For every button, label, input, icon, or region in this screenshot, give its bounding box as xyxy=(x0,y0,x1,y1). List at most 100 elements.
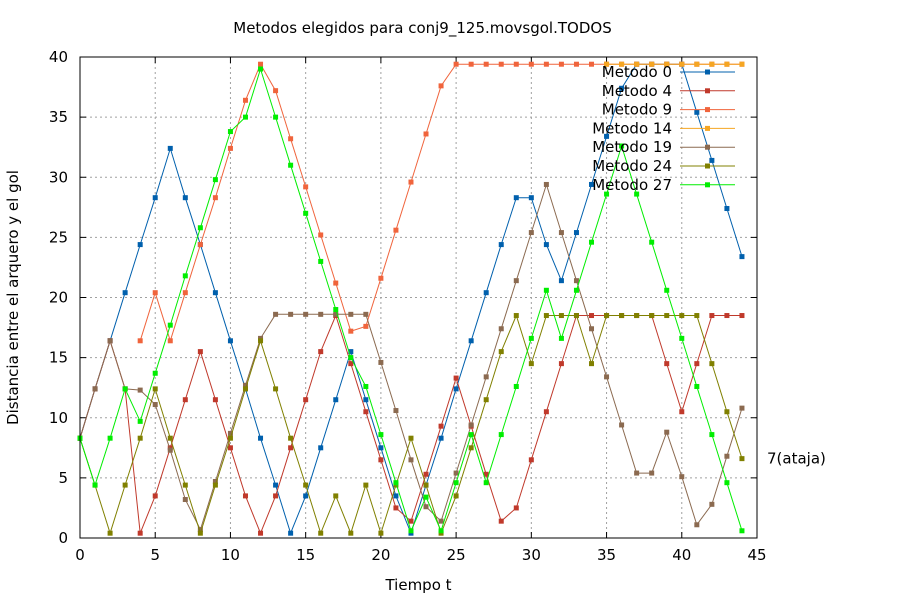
data-point xyxy=(137,242,143,248)
data-point xyxy=(393,227,399,233)
data-point xyxy=(589,326,595,332)
legend-label: Metodo 24 xyxy=(592,157,672,175)
data-point xyxy=(197,530,203,536)
data-point xyxy=(468,445,474,451)
data-point xyxy=(122,386,128,392)
data-point xyxy=(242,382,248,388)
data-point xyxy=(679,61,685,67)
data-point xyxy=(558,61,564,67)
data-point xyxy=(348,328,354,334)
data-point xyxy=(739,254,745,260)
data-point xyxy=(152,370,158,376)
data-point xyxy=(513,61,519,67)
data-point xyxy=(589,61,595,67)
data-point xyxy=(589,361,595,367)
legend-label: Metodo 9 xyxy=(602,101,672,119)
data-point xyxy=(709,501,715,507)
legend-label: Metodo 19 xyxy=(592,138,672,156)
legend-swatch-marker xyxy=(705,69,710,75)
data-point xyxy=(498,518,504,524)
data-point xyxy=(619,143,625,149)
data-point xyxy=(498,326,504,332)
data-point xyxy=(664,429,670,435)
data-point xyxy=(318,445,324,451)
data-point xyxy=(573,278,579,284)
data-point xyxy=(589,313,595,319)
legend-swatch-marker xyxy=(705,163,710,169)
data-point xyxy=(273,386,279,392)
data-point xyxy=(348,530,354,536)
data-point xyxy=(258,66,264,72)
data-point xyxy=(438,83,444,89)
data-point xyxy=(363,383,369,389)
y-tick-label: 40 xyxy=(49,48,68,66)
data-point xyxy=(318,311,324,317)
y-tick-label: 5 xyxy=(58,469,68,487)
data-point xyxy=(408,528,414,534)
data-point xyxy=(453,480,459,486)
data-point xyxy=(664,287,670,293)
x-tick-label: 0 xyxy=(75,546,85,564)
series-metodo-19 xyxy=(77,181,745,533)
data-point xyxy=(212,177,218,183)
data-point xyxy=(408,518,414,524)
data-point xyxy=(649,61,655,67)
data-point xyxy=(363,323,369,329)
data-point xyxy=(513,195,519,201)
data-point xyxy=(543,242,549,248)
data-point xyxy=(423,494,429,500)
data-point xyxy=(303,210,309,216)
data-point xyxy=(152,386,158,392)
data-point xyxy=(393,408,399,414)
data-point xyxy=(288,162,294,168)
data-point xyxy=(197,225,203,231)
data-point xyxy=(303,184,309,190)
data-point xyxy=(258,338,264,344)
data-point xyxy=(528,230,534,236)
chart-title: Metodos elegidos para conj9_125.movsgol.… xyxy=(233,19,611,38)
data-point xyxy=(122,290,128,296)
y-tick-label: 15 xyxy=(49,349,68,367)
data-point xyxy=(107,435,113,441)
data-point xyxy=(709,432,715,438)
data-point xyxy=(197,349,203,355)
data-point xyxy=(423,471,429,477)
data-point xyxy=(558,230,564,236)
legend-label: Metodo 27 xyxy=(592,176,672,194)
data-point xyxy=(423,482,429,488)
data-point xyxy=(453,61,459,67)
y-tick-label: 25 xyxy=(49,228,68,246)
data-point xyxy=(483,374,489,380)
data-point xyxy=(152,195,158,201)
data-point xyxy=(604,133,610,139)
data-point xyxy=(573,230,579,236)
data-point xyxy=(589,239,595,245)
data-point xyxy=(197,242,203,248)
data-point xyxy=(378,457,384,463)
data-point xyxy=(273,114,279,120)
data-point xyxy=(619,422,625,428)
legend-label: Metodo 14 xyxy=(592,119,672,137)
data-point xyxy=(724,409,730,415)
data-point xyxy=(679,474,685,480)
data-point xyxy=(543,181,549,187)
data-point xyxy=(438,518,444,524)
data-point xyxy=(679,335,685,341)
data-point xyxy=(378,275,384,281)
data-point xyxy=(393,493,399,499)
data-point xyxy=(513,278,519,284)
data-point xyxy=(694,61,700,67)
data-point xyxy=(303,311,309,317)
data-point xyxy=(107,338,113,344)
data-point xyxy=(739,456,745,462)
x-tick-label: 20 xyxy=(371,546,390,564)
data-point xyxy=(679,409,685,415)
data-point xyxy=(137,435,143,441)
data-point xyxy=(634,191,640,197)
data-point xyxy=(318,349,324,355)
data-point xyxy=(348,355,354,361)
legend-entry: Metodo 19 xyxy=(592,138,735,156)
data-point xyxy=(468,61,474,67)
data-point xyxy=(558,278,564,284)
